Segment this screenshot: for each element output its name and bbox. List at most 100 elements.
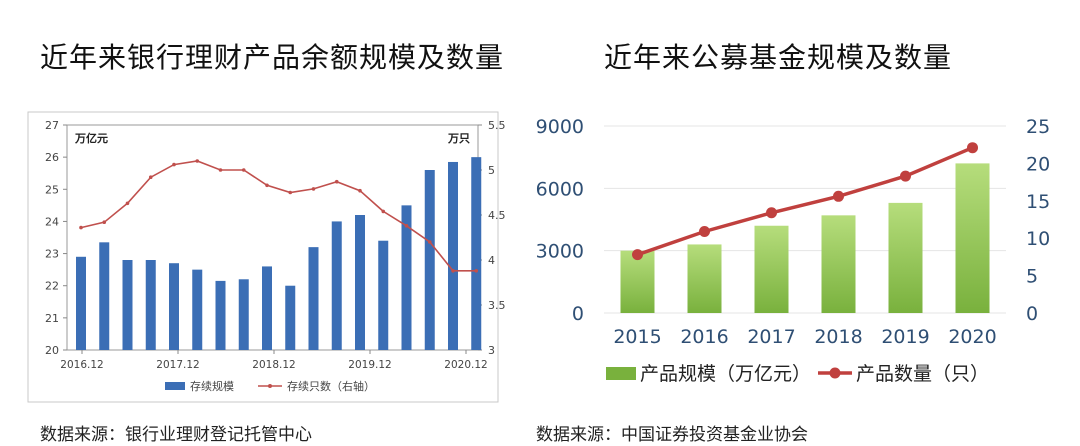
bar-2016.06: [76, 256, 86, 350]
left-axis-tick-label: 6000: [536, 178, 584, 200]
bar-2019.03: [308, 247, 319, 350]
x-axis-tick-label: 2020: [948, 326, 996, 348]
right-axis-tick-label: 15: [1026, 191, 1050, 213]
legend-bar-label: 存续规模: [190, 379, 234, 393]
x-axis-tick-label: 2016: [680, 326, 728, 348]
bar-2017.03: [122, 260, 133, 350]
left-chart-source: 数据来源：银行业理财登记托管中心: [40, 425, 312, 445]
left-axis-tick-label: 20: [45, 344, 59, 357]
bar-2020.12: [471, 157, 482, 350]
bar-2018.03: [215, 280, 226, 350]
left-axis-tick-label: 26: [45, 151, 59, 164]
x-axis-tick-label: 2020.12: [444, 359, 487, 371]
bar-2016.12: [99, 242, 110, 350]
x-axis-tick-label: 2019: [881, 326, 929, 348]
left-axis-tick-label: 3000: [536, 241, 584, 263]
left-axis-tick-label: 21: [45, 312, 59, 325]
bar-2018.09: [262, 266, 272, 350]
x-axis-tick-label: 2015: [613, 326, 661, 348]
left-chart-title: 近年来银行理财产品余额规模及数量: [40, 41, 505, 74]
line-point-2019.12: [381, 209, 386, 214]
bar-2016: [687, 244, 722, 313]
x-axis-tick-label: 2017.12: [156, 359, 199, 371]
right-axis-tick-label: 5.5: [488, 119, 506, 132]
bar-2018.12: [285, 285, 296, 350]
bar-2020: [955, 163, 990, 313]
line-point-2016: [699, 225, 710, 237]
line-point-2016.12: [102, 220, 107, 224]
legend-line-label: 存续只数（右轴）: [287, 379, 375, 393]
line-point-2017.03: [125, 201, 130, 206]
bar-2018: [821, 215, 856, 313]
bar-2019.06: [331, 221, 342, 350]
right-chart-title: 近年来公募基金规模及数量: [604, 41, 953, 74]
line-point-2020.09: [451, 269, 455, 273]
line-point-2018.12: [288, 190, 293, 195]
right-axis-tick-label: 3: [488, 344, 495, 357]
right-axis-tick-label: 4.5: [488, 209, 506, 222]
right-chart-source: 数据来源：中国证券投资基金业协会: [536, 425, 808, 445]
left-axis-tick-label: 27: [45, 119, 59, 132]
left-axis-tick-label: 0: [572, 303, 584, 325]
bar-2018.06: [238, 279, 249, 350]
line-point-2019.09: [358, 188, 362, 193]
left-axis-tick-label: 22: [45, 280, 59, 293]
line-point-2020.12: [474, 269, 479, 273]
line-point-2020.03: [404, 224, 409, 228]
legend-bar-swatch: [165, 382, 185, 390]
bar-2019: [888, 202, 923, 313]
line-point-2018: [833, 190, 844, 202]
line-point-2018.03: [218, 168, 223, 172]
line-point-2020: [967, 142, 978, 154]
x-axis-tick-label: 2016.12: [60, 359, 103, 371]
right-axis-tick-label: 4: [488, 254, 495, 267]
line-point-2019: [900, 170, 911, 182]
legend-line-marker: [829, 367, 841, 379]
line-point-2020.06: [427, 240, 432, 244]
right-axis-tick-label: 3.5: [488, 299, 506, 312]
right-axis-unit: 万只: [447, 132, 470, 145]
line-point-2017.09: [172, 162, 176, 167]
line-series-count: [636, 146, 974, 257]
line-point-2015: [632, 249, 643, 261]
right-axis-tick-label: 0: [1026, 303, 1038, 325]
legend-line-marker: [268, 384, 272, 388]
right-axis-tick-label: 5: [488, 164, 495, 177]
line-series-count: [80, 160, 477, 272]
line-point-2017.12: [195, 159, 200, 163]
bar-2017.12: [192, 269, 203, 350]
right-axis-tick-label: 10: [1026, 228, 1050, 250]
bar-2020.09: [448, 161, 458, 350]
bar-2020.03: [401, 205, 412, 350]
line-point-2017: [766, 207, 777, 219]
right-axis-tick-label: 20: [1026, 153, 1050, 175]
x-axis-tick-label: 2018: [814, 326, 862, 348]
line-point-2019.06: [334, 179, 339, 184]
line-point-2019.03: [311, 187, 316, 191]
line-point-2017.06: [148, 175, 153, 179]
bar-2017.06: [145, 260, 156, 350]
x-axis-tick-label: 2019.12: [348, 359, 391, 371]
legend-line-label: 产品数量（只）: [856, 363, 989, 385]
bar-2019.09: [355, 215, 365, 350]
line-point-2018.09: [265, 183, 269, 188]
line-point-2016.06: [79, 225, 83, 230]
x-axis-tick-label: 2017: [747, 326, 795, 348]
right-axis-tick-label: 5: [1026, 266, 1038, 288]
x-axis-tick-label: 2018.12: [252, 359, 295, 371]
bar-2015: [620, 250, 655, 313]
bar-2019.12: [378, 240, 389, 350]
legend-bar-swatch: [606, 367, 636, 380]
bar-2017.09: [169, 263, 179, 350]
line-point-2018.06: [241, 168, 246, 172]
left-axis-unit: 万亿元: [74, 131, 108, 145]
left-axis-tick-label: 25: [45, 183, 59, 196]
right-axis-tick-label: 25: [1026, 116, 1050, 138]
left-axis-tick-label: 23: [45, 248, 59, 261]
legend-bar-label: 产品规模（万亿元）: [640, 363, 811, 385]
bar-2017: [754, 225, 789, 313]
bar-2020.06: [424, 170, 435, 350]
left-axis-tick-label: 9000: [536, 116, 584, 138]
